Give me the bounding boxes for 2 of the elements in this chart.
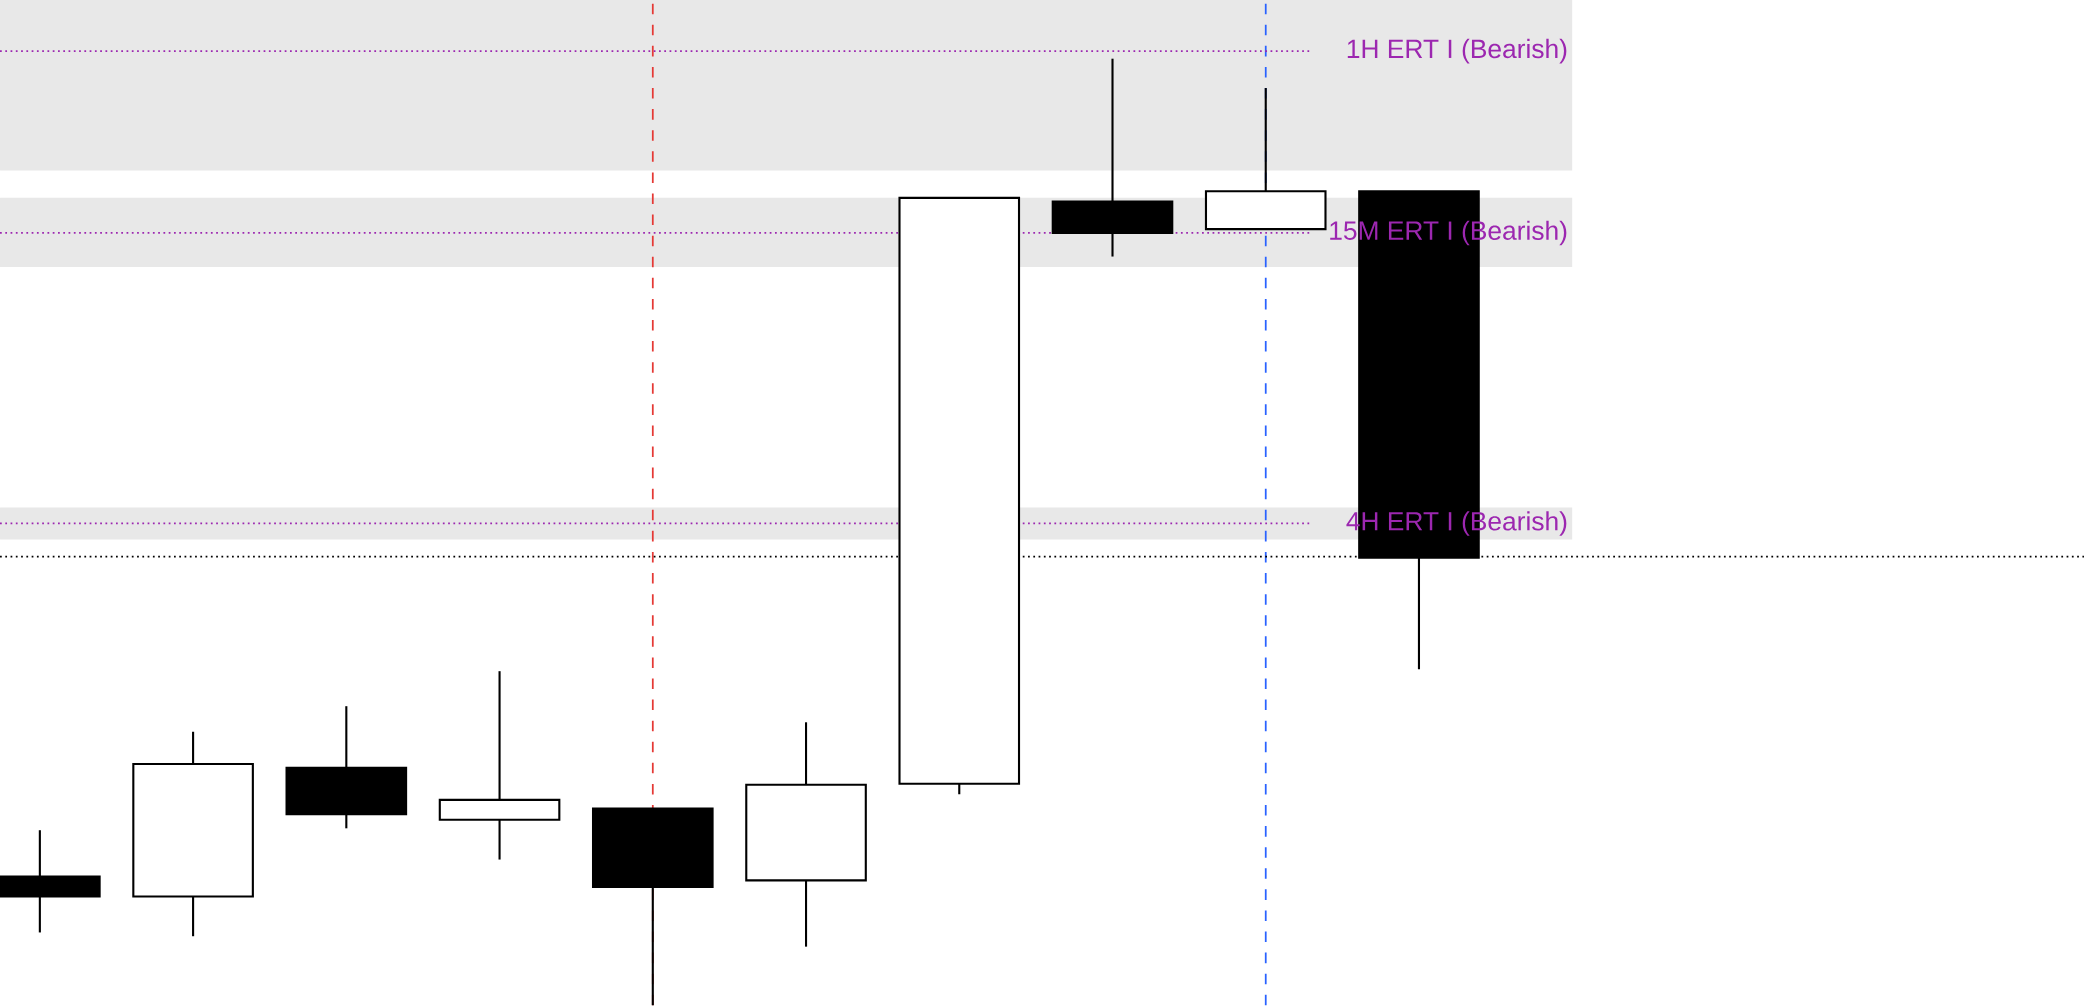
ref-line-label: 1H ERT I (Bearish) xyxy=(1347,38,1567,64)
candlestick xyxy=(438,669,561,861)
